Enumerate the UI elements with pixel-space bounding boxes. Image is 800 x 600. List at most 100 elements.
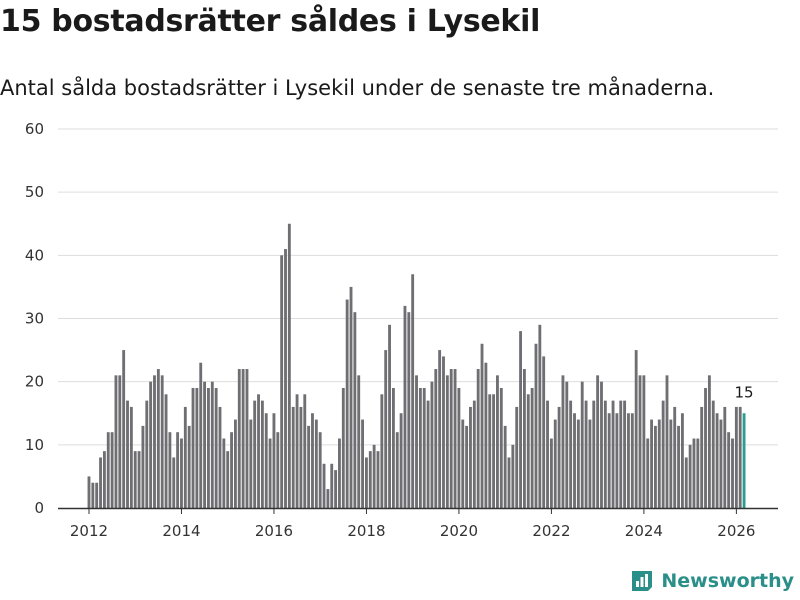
bar <box>388 324 391 508</box>
x-axis-ticks: 2012 2014 2016 2018 2020 2022 2024 2026 <box>70 508 755 540</box>
bar <box>588 419 592 508</box>
bar <box>688 444 692 508</box>
bar <box>469 406 472 508</box>
bar <box>677 425 680 508</box>
bar <box>418 387 422 508</box>
bar <box>272 413 276 508</box>
bar <box>249 419 253 508</box>
x-tick-label: 2020 <box>440 522 478 540</box>
bar <box>102 451 106 508</box>
bar <box>368 451 372 508</box>
bar <box>118 375 122 508</box>
bar <box>565 381 569 508</box>
bar <box>488 394 492 508</box>
bar <box>253 400 257 508</box>
bar <box>607 413 611 508</box>
bar <box>426 400 430 508</box>
bar <box>731 438 734 508</box>
bar <box>268 438 272 508</box>
y-tick-label: 40 <box>25 246 44 264</box>
bar <box>361 419 364 508</box>
bar <box>326 489 330 508</box>
bars <box>87 223 746 508</box>
highlight-value-label: 15 <box>735 383 754 401</box>
bar <box>330 463 334 508</box>
bar <box>707 375 711 508</box>
bar <box>237 369 241 508</box>
bar <box>403 305 407 508</box>
bar <box>180 438 183 508</box>
chart-title: 15 bostadsrätter såldes i Lysekil <box>0 4 541 39</box>
bar <box>365 457 368 508</box>
newsworthy-logo-icon <box>632 571 653 591</box>
x-tick-label: 2012 <box>70 522 108 540</box>
bar <box>141 425 145 508</box>
bar <box>638 375 642 508</box>
brand-logo: Newsworthy <box>629 568 794 594</box>
bar <box>553 419 557 508</box>
bar <box>299 406 303 508</box>
bar <box>233 419 237 508</box>
bar <box>499 387 503 508</box>
bar <box>569 400 573 508</box>
bar <box>295 394 299 508</box>
y-tick-label: 50 <box>25 183 44 201</box>
bar <box>284 249 287 508</box>
bar <box>684 457 688 508</box>
bar <box>661 400 665 508</box>
bar <box>176 432 180 508</box>
y-tick-label: 30 <box>25 310 44 328</box>
bar <box>627 413 630 508</box>
x-tick-label: 2018 <box>347 522 385 540</box>
bar <box>384 350 388 508</box>
bar <box>549 438 553 508</box>
bar <box>696 438 700 508</box>
bar <box>153 375 156 508</box>
bar <box>245 369 249 508</box>
bar <box>700 406 704 508</box>
bar <box>704 387 707 508</box>
bar <box>526 394 530 508</box>
y-axis-ticks: 0 10 20 30 40 50 60 <box>25 120 44 517</box>
bar <box>515 406 519 508</box>
bar <box>542 356 546 508</box>
bar <box>738 406 742 508</box>
bar <box>611 400 615 508</box>
bar <box>692 438 696 508</box>
bar <box>129 406 133 508</box>
bar <box>357 375 361 508</box>
x-tick-label: 2026 <box>717 522 755 540</box>
bar <box>457 387 461 508</box>
bar <box>407 312 411 508</box>
bar <box>442 356 445 508</box>
bar <box>453 369 457 508</box>
bar <box>576 419 580 508</box>
bar <box>311 413 314 508</box>
bar <box>623 400 627 508</box>
bar <box>496 375 499 508</box>
x-tick-label: 2016 <box>255 522 293 540</box>
bar <box>561 375 565 508</box>
bar <box>168 432 172 508</box>
bar <box>723 406 727 508</box>
bar <box>399 413 403 508</box>
bar <box>318 432 322 508</box>
bar <box>711 400 715 508</box>
bar <box>657 419 661 508</box>
bar <box>546 400 549 508</box>
bar <box>87 476 91 508</box>
bar <box>307 425 311 508</box>
bar <box>480 343 484 508</box>
bar <box>187 425 191 508</box>
y-tick-label: 20 <box>25 373 44 391</box>
y-tick-label: 10 <box>25 436 44 454</box>
bar <box>519 331 522 508</box>
bar <box>727 432 731 508</box>
bar <box>673 406 677 508</box>
bar <box>449 369 453 508</box>
bar <box>492 394 496 508</box>
bar <box>600 381 603 508</box>
bar <box>596 375 600 508</box>
bar <box>353 312 357 508</box>
brand-name: Newsworthy <box>661 570 794 592</box>
